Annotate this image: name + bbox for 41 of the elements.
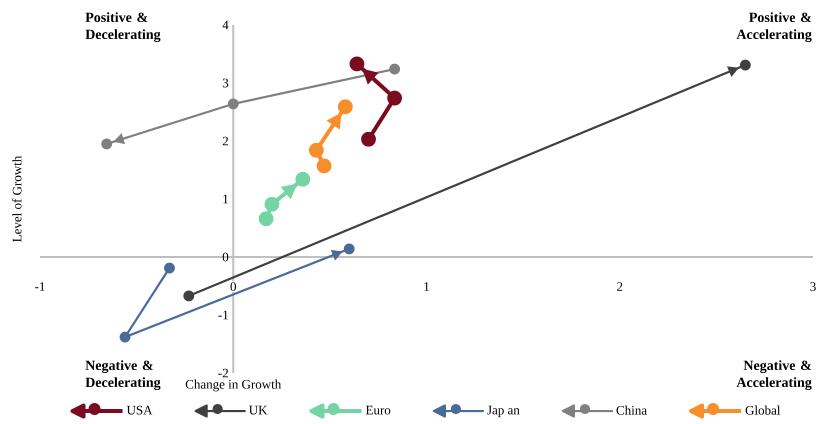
- annotation: Positive & Decelerating: [85, 12, 160, 42]
- y-axis-title: Level of Growth: [12, 156, 22, 242]
- legend-label: UK: [249, 406, 268, 414]
- annotation: Negative & Decelerating: [85, 360, 160, 390]
- y-tick-label: 3: [222, 78, 228, 88]
- point: [264, 196, 280, 212]
- y-tick-label: -2: [218, 368, 228, 378]
- legend-label: China: [616, 406, 647, 415]
- point: [316, 158, 332, 174]
- x-tick-label: -1: [35, 282, 45, 291]
- annotation: Positive & Accelerating: [736, 12, 812, 42]
- point: [740, 60, 751, 70]
- legend-label: Euro: [366, 406, 390, 414]
- x-tick-label: 2: [617, 282, 622, 291]
- point: [228, 98, 239, 110]
- point: [258, 211, 274, 226]
- y-tick-label: -1: [218, 310, 228, 320]
- y-tick-label: 0: [222, 252, 228, 262]
- point: [350, 56, 364, 72]
- point: [295, 172, 310, 187]
- point: [164, 262, 175, 274]
- x-tick-label: 0: [230, 282, 236, 291]
- y-tick-label: 2: [222, 136, 228, 146]
- y-tick-label: 4: [222, 20, 229, 30]
- y-tick-label: 1: [223, 194, 228, 204]
- x-tick-label: 1: [424, 282, 429, 291]
- annotation: Negative & Accelerating: [736, 360, 812, 390]
- point: [389, 64, 400, 75]
- point: [387, 90, 402, 106]
- point: [361, 132, 376, 147]
- x-tick-label: 3: [810, 282, 816, 291]
- point: [344, 243, 355, 254]
- x-axis-title: Change in Growth: [186, 380, 282, 392]
- legend-label: USA: [126, 406, 152, 414]
- legend-label: Jap an: [487, 406, 520, 418]
- point: [101, 138, 112, 150]
- point: [120, 332, 130, 342]
- point: [183, 290, 194, 302]
- legend-label: Global: [746, 406, 780, 415]
- point: [308, 142, 324, 158]
- point: [338, 99, 353, 114]
